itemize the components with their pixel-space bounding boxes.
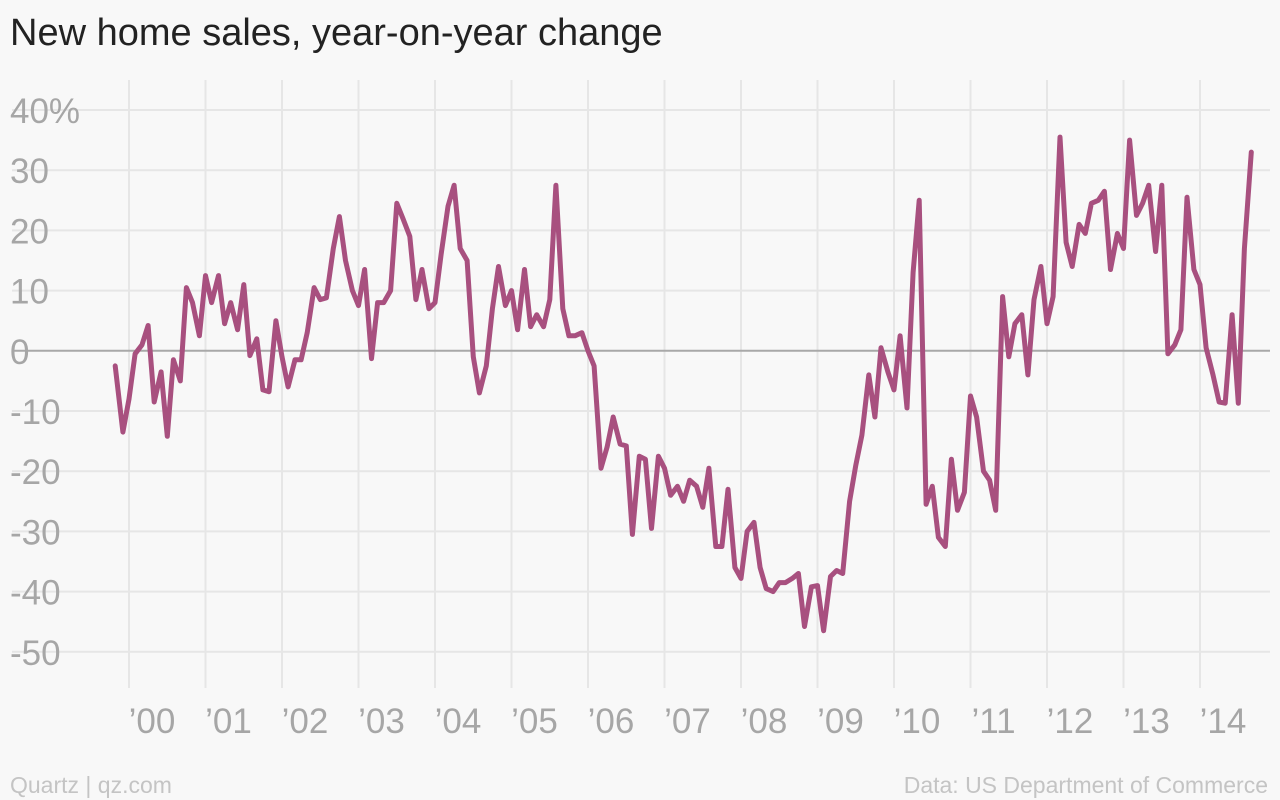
- horizontal-gridlines: [12, 109, 1270, 653]
- x-tick-label: ’10: [894, 702, 941, 741]
- x-tick-label: ’09: [817, 702, 864, 741]
- x-tick-label: ’04: [435, 702, 482, 741]
- y-tick-label: -40: [10, 574, 61, 613]
- x-tick-label: ’07: [664, 702, 711, 741]
- x-tick-label: ’02: [282, 702, 329, 741]
- chart-title: New home sales, year-on-year change: [10, 12, 663, 54]
- y-tick-label: 10: [10, 273, 49, 312]
- y-tick-label: -20: [10, 453, 61, 492]
- y-tick-label: -50: [10, 634, 61, 673]
- footer-credit: Quartz | qz.com: [10, 772, 172, 798]
- y-tick-label: 0: [10, 333, 29, 372]
- y-tick-label: -10: [10, 393, 61, 432]
- x-tick-label: ’11: [971, 702, 1015, 741]
- x-tick-label: ’13: [1123, 702, 1170, 741]
- y-axis-tick-labels: 40% 30 20 10 0 -10 -20 -30 -40 -50: [10, 92, 80, 673]
- x-tick-label: ’05: [511, 702, 558, 741]
- footer-source: Data: US Department of Commerce: [903, 772, 1268, 798]
- x-tick-label: ’00: [129, 702, 176, 741]
- x-axis-tick-labels: ’00 ’01 ’02 ’03 ’04 ’05 ’06 ’07 ’08 ’09 ’10 ’11 ’12 ’…: [129, 702, 1247, 741]
- x-tick-label: ’14: [1200, 702, 1247, 741]
- x-tick-label: ’06: [588, 702, 635, 741]
- x-tick-label: ’08: [741, 702, 788, 741]
- series-line: [112, 134, 1254, 634]
- y-tick-label: 30: [10, 152, 49, 191]
- x-tick-label: ’03: [358, 702, 405, 741]
- series-group: [112, 134, 1254, 634]
- x-tick-label: ’12: [1047, 702, 1094, 741]
- y-tick-label: 40%: [10, 92, 80, 131]
- y-tick-label: 20: [10, 212, 49, 251]
- y-tick-label: -30: [10, 513, 61, 552]
- x-tick-label: ’01: [205, 702, 252, 741]
